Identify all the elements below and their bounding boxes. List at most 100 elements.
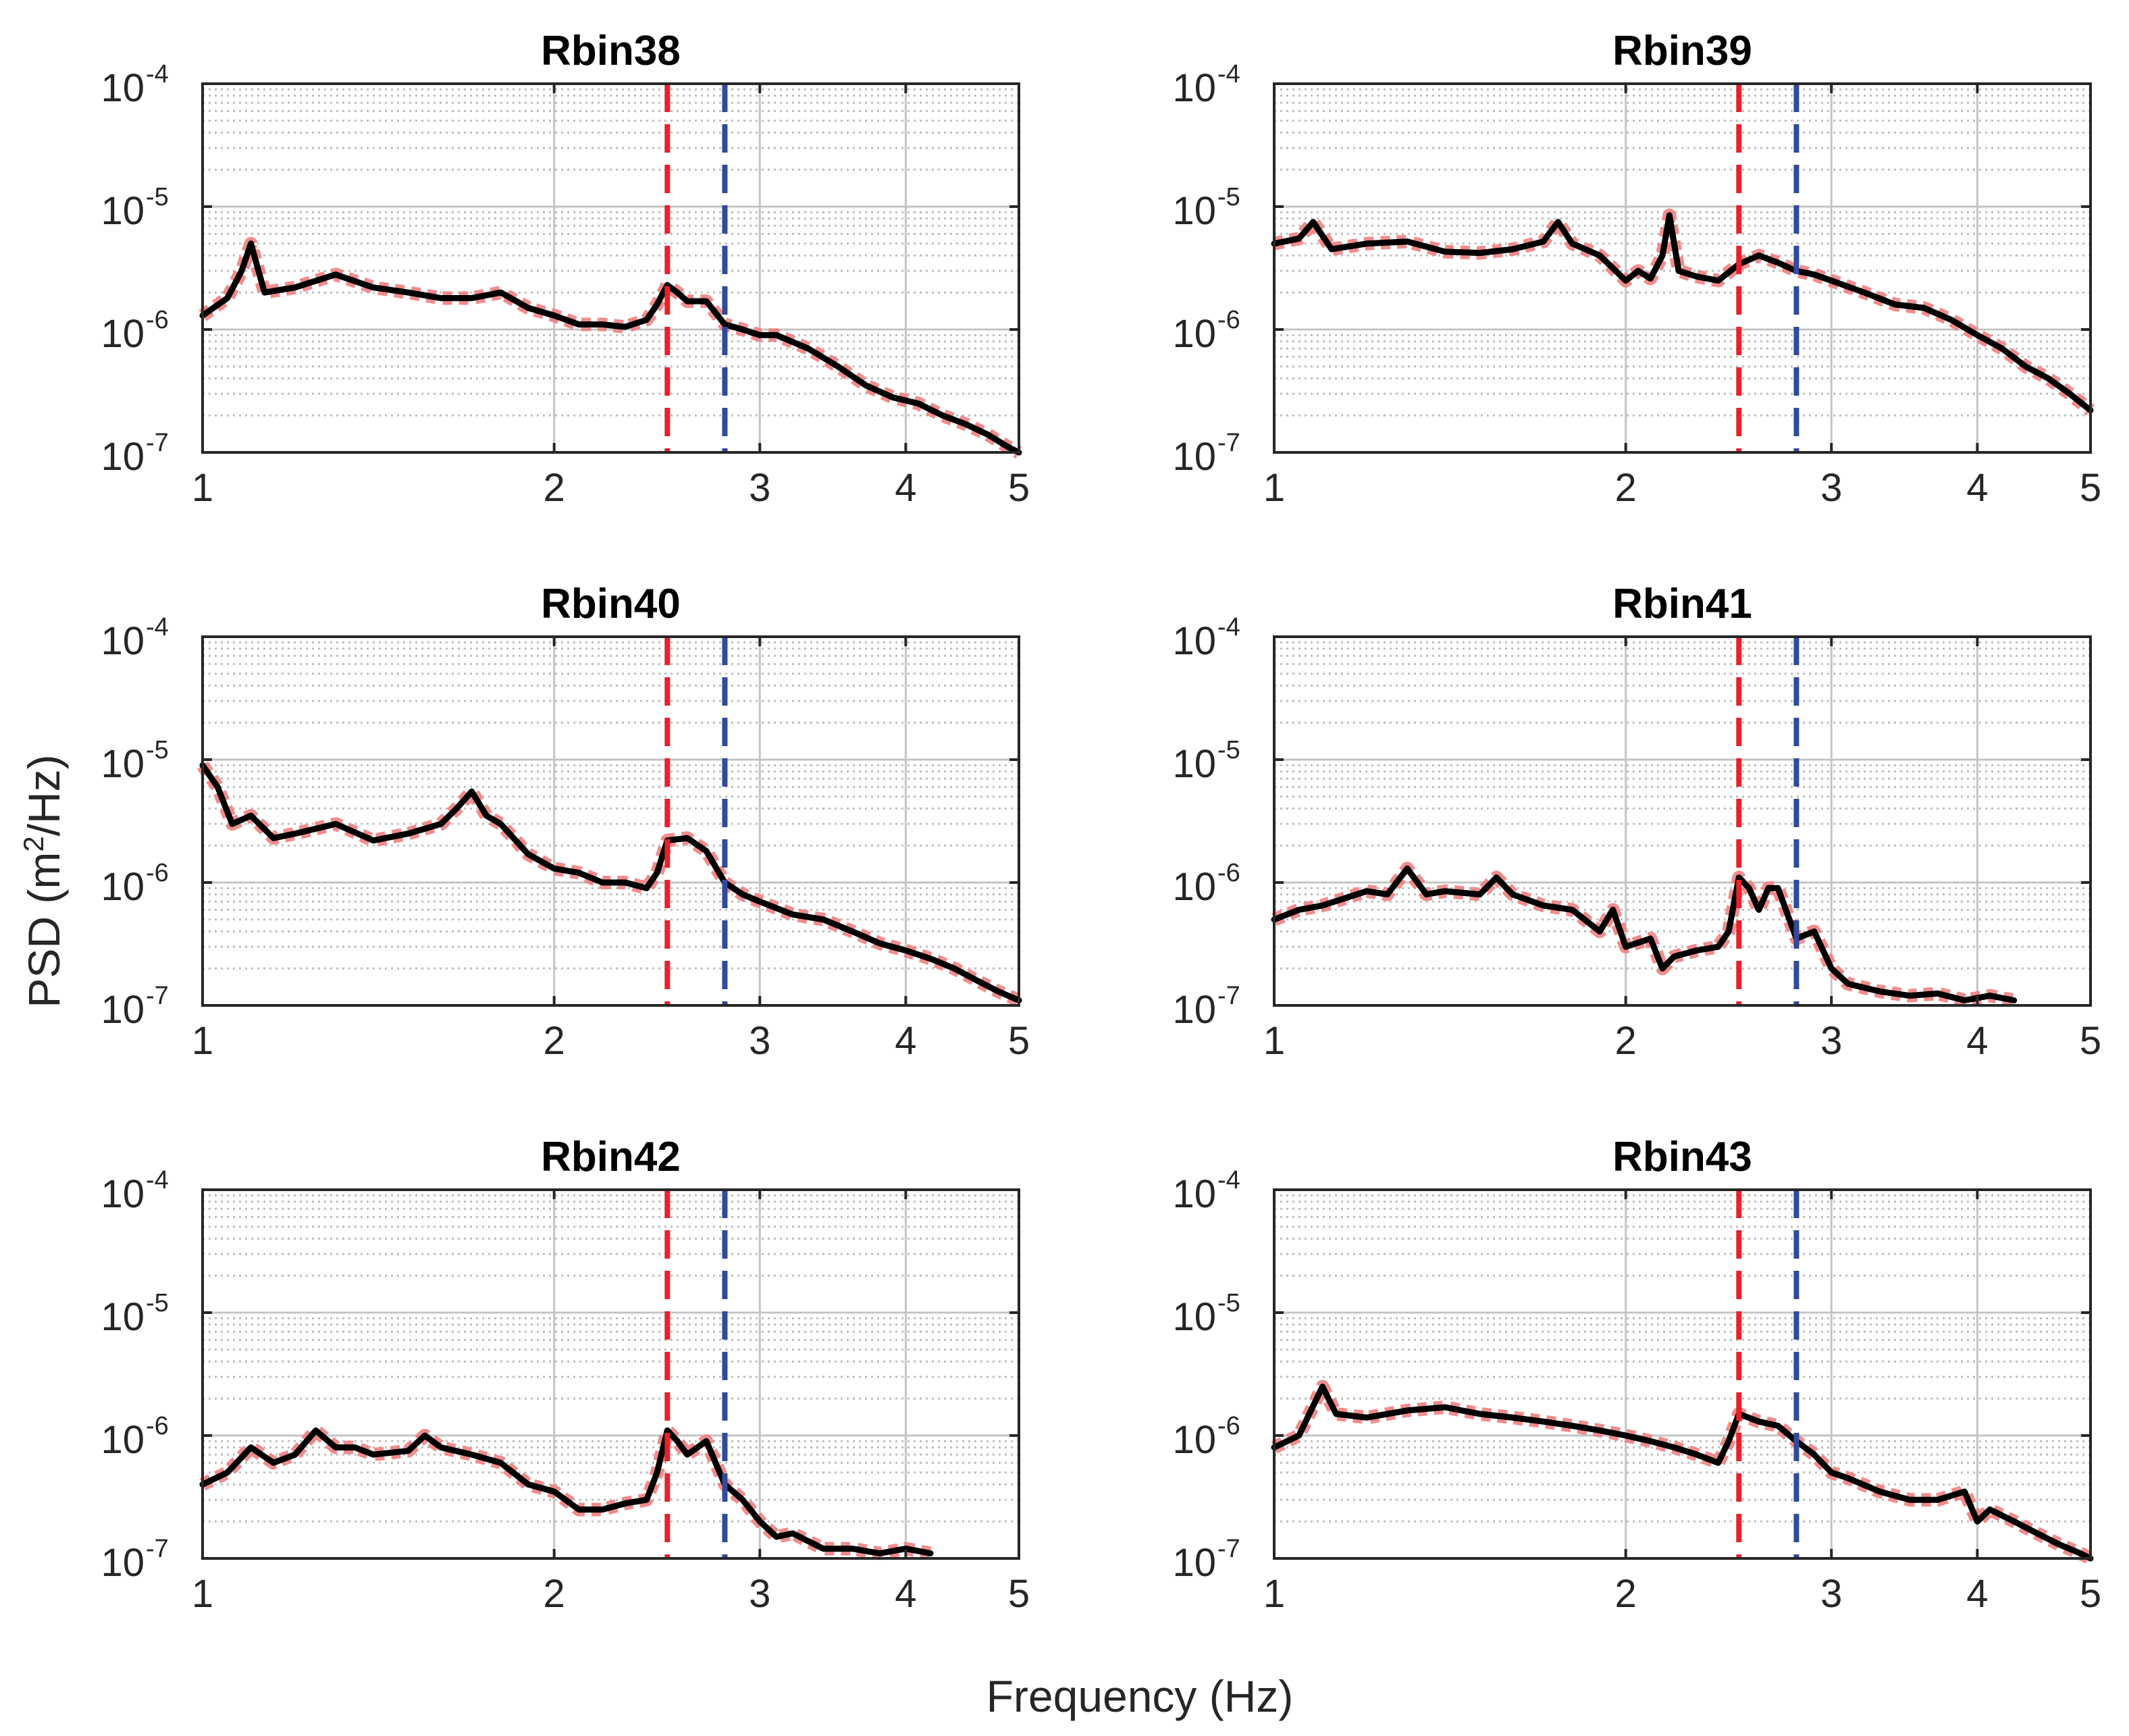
- x-axis-label: Frequency (Hz): [987, 1671, 1294, 1721]
- x-tick-label: 5: [1008, 1572, 1030, 1616]
- y-tick-label-exponent: -5: [1217, 1289, 1240, 1317]
- plot-area: [203, 1190, 1019, 1558]
- y-tick-label-base: 10: [1172, 988, 1216, 1032]
- y-tick-label-exponent: -7: [1217, 982, 1240, 1010]
- y-tick-label-base: 10: [1172, 865, 1216, 909]
- panel-title: Rbin42: [541, 1134, 681, 1180]
- chart-panel: 1 2 3 4 510-710-610-510-4 Rbin39: [1172, 28, 2101, 510]
- minor-gridlines: [203, 1194, 1019, 1523]
- x-tick-label: 5: [2080, 1019, 2101, 1063]
- x-tick-label: 4: [1966, 1572, 1988, 1616]
- y-tick-label-base: 10: [101, 988, 144, 1032]
- axes-box: [1273, 635, 2092, 1007]
- x-tick-label: 2: [1615, 1019, 1637, 1063]
- tick-marks: [201, 1188, 1020, 1560]
- y-tick-label-base: 10: [1172, 66, 1216, 110]
- x-tick-label: 3: [1820, 466, 1842, 510]
- tick-marks: [1273, 635, 2092, 1007]
- y-tick-label-base: 10: [101, 1541, 144, 1585]
- y-tick-label-base: 10: [101, 619, 144, 663]
- y-tick-label-base: 10: [1172, 1172, 1216, 1216]
- y-tick-label-exponent: -6: [1217, 1412, 1240, 1440]
- series-line: [1271, 1384, 2094, 1562]
- axes-box: [1273, 1188, 2092, 1560]
- tick-marks: [201, 82, 1020, 454]
- x-tick-label: 4: [895, 1572, 916, 1616]
- y-tick-label-base: 10: [1172, 1295, 1216, 1339]
- x-tick-label: 3: [1820, 1019, 1842, 1063]
- y-tick-label-base: 10: [101, 865, 144, 909]
- series-line: [199, 240, 1022, 456]
- y-axis-label: PSD (m2/Hz): [18, 754, 69, 1007]
- series-line: [1271, 865, 2018, 1003]
- x-tick-label: 5: [1008, 1019, 1030, 1063]
- y-tick-label-base: 10: [101, 1295, 144, 1339]
- series-line: [199, 762, 1022, 1003]
- panel-title: Rbin43: [1612, 1134, 1752, 1180]
- y-tick-label-base: 10: [1172, 619, 1216, 663]
- y-tick-label-base: 10: [1172, 189, 1216, 233]
- y-tick-label-exponent: -5: [146, 183, 169, 211]
- minor-gridlines: [1274, 1194, 2091, 1523]
- x-tick-label: 1: [192, 1019, 213, 1063]
- y-tick-label-exponent: -4: [1217, 613, 1240, 641]
- y-tick-label-base: 10: [101, 66, 144, 110]
- axes-box: [201, 1188, 1020, 1560]
- x-tick-label: 5: [2080, 466, 2101, 510]
- y-tick-label-base: 10: [101, 1172, 144, 1216]
- x-tick-label: 4: [895, 1019, 916, 1063]
- y-tick-label-exponent: -4: [146, 1166, 169, 1194]
- tick-marks: [1273, 1188, 2092, 1560]
- x-tick-label: 1: [1263, 1572, 1285, 1616]
- x-tick-label: 3: [749, 466, 770, 510]
- y-tick-label-base: 10: [101, 435, 144, 479]
- y-tick-label-exponent: -5: [146, 736, 169, 764]
- axes-box: [1273, 82, 2092, 454]
- axes-box: [201, 635, 1020, 1007]
- y-tick-label-exponent: -5: [1217, 736, 1240, 764]
- x-tick-label: 3: [749, 1019, 770, 1063]
- y-tick-label-base: 10: [101, 312, 144, 356]
- tick-marks: [201, 635, 1020, 1007]
- y-tick-label-base: 10: [1172, 1418, 1216, 1462]
- x-tick-label: 4: [1966, 466, 1988, 510]
- y-tick-label-exponent: -5: [1217, 183, 1240, 211]
- y-tick-label-base: 10: [101, 742, 144, 786]
- x-tick-label: 2: [544, 1572, 565, 1616]
- panel-title: Rbin38: [541, 28, 681, 74]
- x-tick-label: 2: [1615, 1572, 1637, 1616]
- minor-gridlines: [1274, 641, 2091, 970]
- y-tick-label-base: 10: [1172, 312, 1216, 356]
- minor-gridlines: [203, 88, 1019, 417]
- panel-title: Rbin40: [541, 581, 681, 627]
- x-tick-label: 2: [544, 466, 565, 510]
- series-line: [199, 1427, 934, 1556]
- chart-panel: 1 2 3 4 510-710-610-510-4 Rbin41: [1172, 581, 2101, 1063]
- y-tick-label-base: 10: [1172, 435, 1216, 479]
- y-tick-label-base: 10: [101, 189, 144, 233]
- y-tick-label-exponent: -6: [1217, 306, 1240, 334]
- y-tick-label-base: 10: [101, 1418, 144, 1462]
- y-tick-label-exponent: -4: [1217, 60, 1240, 88]
- y-tick-label-base: 10: [1172, 1541, 1216, 1585]
- series-line: [1271, 212, 2094, 414]
- y-tick-label-exponent: -4: [1217, 1166, 1240, 1194]
- x-tick-label: 4: [895, 466, 916, 510]
- y-tick-label-exponent: -6: [146, 306, 169, 334]
- y-axis-label-superscript: 2: [18, 836, 49, 851]
- chart-panel: 1 2 3 4 510-710-610-510-4 Rbin42: [101, 1134, 1030, 1616]
- y-tick-label-exponent: -6: [146, 859, 169, 887]
- x-tick-label: 5: [2080, 1572, 2101, 1616]
- y-tick-label-exponent: -7: [146, 1535, 169, 1563]
- chart-panel: 1 2 3 4 510-710-610-510-4 Rbin43: [1172, 1134, 2101, 1616]
- y-tick-label-exponent: -7: [1217, 1535, 1240, 1563]
- y-tick-label-exponent: -4: [146, 60, 169, 88]
- y-tick-label-base: 10: [1172, 742, 1216, 786]
- y-axis-label-suffix: /Hz): [19, 754, 69, 836]
- x-tick-label: 2: [544, 1019, 565, 1063]
- minor-gridlines: [1274, 88, 2091, 417]
- y-tick-label-exponent: -6: [146, 1412, 169, 1440]
- x-tick-label: 3: [1820, 1572, 1842, 1616]
